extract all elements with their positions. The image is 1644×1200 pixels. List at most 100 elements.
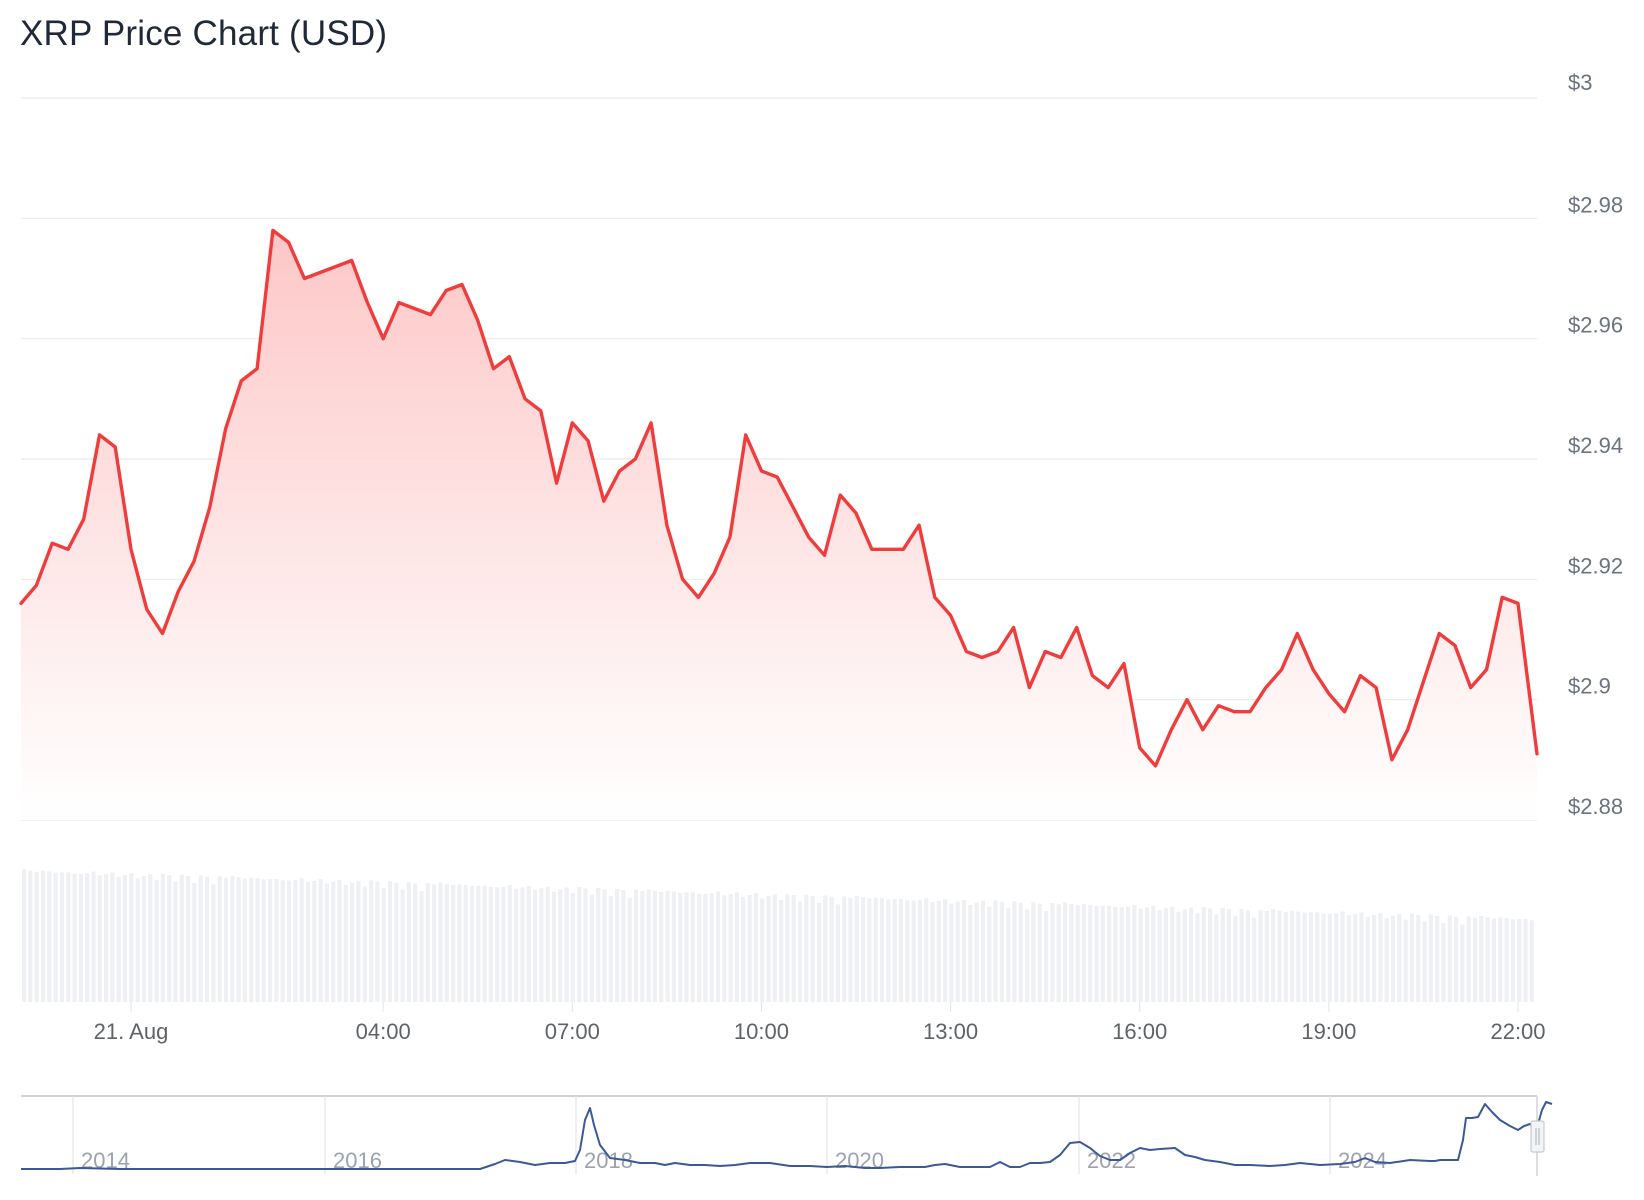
volume-bar <box>1498 917 1503 1002</box>
volume-bar <box>665 890 670 1002</box>
volume-bar <box>968 905 973 1002</box>
price-line-path[interactable] <box>19 228 1539 768</box>
volume-bar <box>842 896 847 1002</box>
volume-bar <box>1296 911 1301 1002</box>
volume-bar <box>936 900 941 1002</box>
volume-bar <box>1138 908 1143 1002</box>
x-tick-label: 04:00 <box>356 1019 411 1044</box>
volume-bar <box>558 889 563 1002</box>
volume-bar <box>1422 921 1427 1002</box>
volume-bar <box>1460 924 1465 1002</box>
volume-bar <box>652 890 657 1002</box>
volume-bar <box>129 873 134 1002</box>
navigator-history-line <box>21 1101 1553 1170</box>
volume-bar <box>406 882 411 1002</box>
volume-bar <box>545 886 550 1002</box>
x-tick-label: 10:00 <box>734 1019 789 1044</box>
volume-bar <box>816 902 822 1002</box>
volume-bar <box>488 887 493 1002</box>
volume-bar <box>394 882 399 1002</box>
volume-bar <box>955 901 960 1002</box>
y-tick-label: $3 <box>1568 70 1592 95</box>
volume-bar <box>495 887 500 1002</box>
volume-bar <box>892 899 897 1002</box>
volume-bar <box>116 876 121 1002</box>
price-area-fill <box>21 230 1537 820</box>
volume-bar <box>1069 903 1074 1002</box>
y-tick-label: $2.98 <box>1568 192 1623 217</box>
volume-bar <box>1163 908 1168 1002</box>
volume-bar <box>684 892 689 1002</box>
volume-bar <box>110 872 115 1002</box>
volume-bar <box>1201 907 1206 1002</box>
volume-bar <box>1239 908 1244 1002</box>
price-line[interactable] <box>19 228 1539 768</box>
volume-bar <box>350 882 355 1002</box>
volume-bar <box>362 886 367 1002</box>
volume-bar <box>564 887 569 1002</box>
navigator[interactable]: 2014 2016 2018 2020 2022 2024 <box>21 1095 1553 1176</box>
volume-bar <box>1472 917 1478 1002</box>
volume-bar <box>148 874 153 1002</box>
volume-bars <box>22 869 1534 1002</box>
volume-bar <box>425 883 430 1002</box>
volume-bar <box>551 891 557 1002</box>
volume-bar <box>230 876 235 1002</box>
volume-bar <box>173 881 178 1002</box>
volume-bar <box>1529 920 1534 1002</box>
volume-bar <box>1485 917 1490 1002</box>
volume-bar <box>217 876 222 1002</box>
volume-bar <box>1113 907 1118 1002</box>
volume-bar <box>1176 911 1181 1002</box>
volume-bar <box>501 886 506 1002</box>
volume-bar <box>242 878 247 1002</box>
volume-bar <box>835 904 840 1002</box>
volume-bar <box>879 898 885 1002</box>
volume-bar <box>760 898 765 1002</box>
volume-bar <box>1220 908 1225 1002</box>
volume-bar <box>779 899 784 1002</box>
volume-bar <box>432 884 437 1002</box>
volume-bar <box>154 879 159 1002</box>
volume-bar <box>1353 914 1358 1002</box>
volume-bar <box>1100 905 1105 1002</box>
volume-bar <box>1466 916 1471 1002</box>
volume-bar <box>1283 911 1288 1002</box>
volume-bar <box>1044 911 1049 1002</box>
volume-bar <box>791 895 796 1002</box>
volume-bar <box>1378 913 1383 1002</box>
volume-bar <box>1252 917 1257 1002</box>
volume-bar <box>640 891 645 1002</box>
volume-bar <box>312 880 317 1002</box>
volume-bar <box>678 892 683 1002</box>
volume-bar <box>1454 916 1459 1002</box>
drag-handle-icon[interactable] <box>1530 1120 1545 1153</box>
volume-bar <box>463 884 468 1002</box>
volume-bar <box>747 895 752 1002</box>
volume-bar <box>526 885 531 1002</box>
volume-bar <box>596 888 601 1002</box>
y-axis: $3 $2.98 $2.96 $2.94 $2.92 $2.9 $2.88 <box>1568 70 1623 819</box>
volume-bar <box>570 893 575 1002</box>
volume-bar <box>141 875 147 1002</box>
volume-bar <box>369 880 374 1002</box>
volume-bar <box>1504 918 1509 1002</box>
volume-bar <box>1428 914 1433 1002</box>
y-tick-label: $2.94 <box>1568 433 1623 458</box>
volume-bar <box>34 871 39 1002</box>
volume-bar <box>1403 919 1408 1002</box>
volume-bar <box>1132 904 1137 1002</box>
volume-bar <box>1056 904 1061 1002</box>
volume-bar <box>615 888 620 1002</box>
volume-bar <box>1510 919 1515 1002</box>
volume-bar <box>905 900 910 1002</box>
volume-bar <box>911 900 916 1002</box>
x-tick-label: 13:00 <box>923 1019 978 1044</box>
volume-bar <box>66 872 71 1002</box>
x-tick-label: 07:00 <box>545 1019 600 1044</box>
volume-bar <box>211 884 216 1002</box>
volume-bar <box>1479 916 1484 1002</box>
volume-bar <box>1062 902 1068 1002</box>
volume-bar <box>917 899 922 1002</box>
